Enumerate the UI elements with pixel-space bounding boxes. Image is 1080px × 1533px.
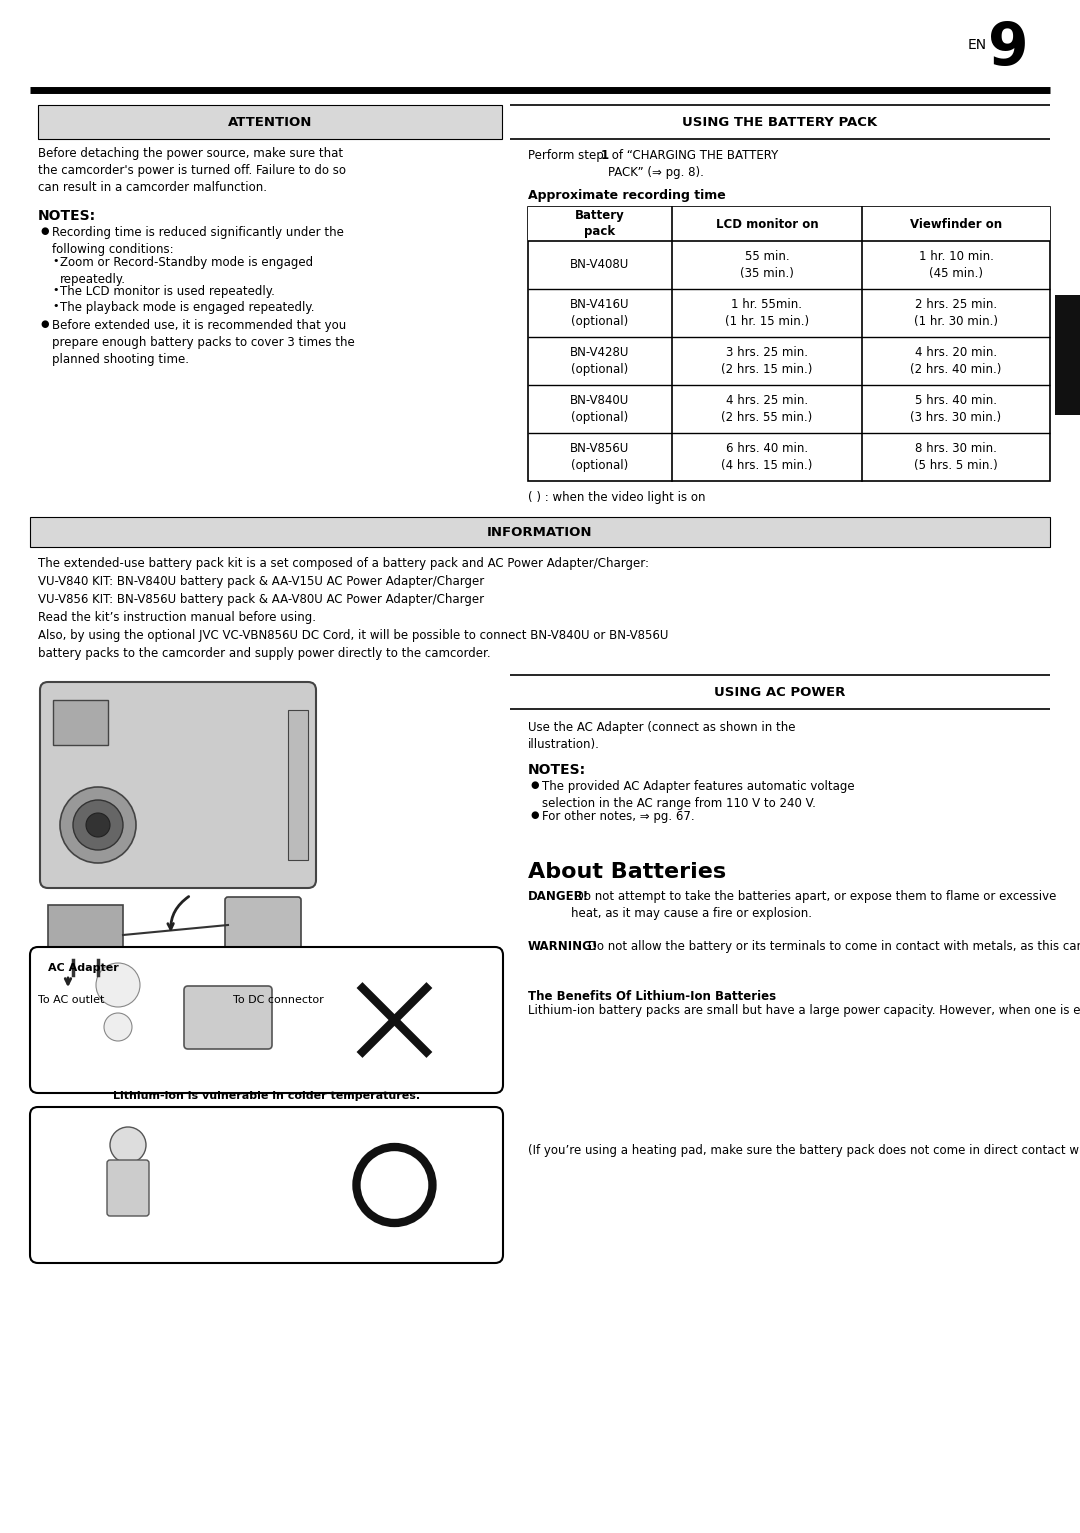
- Text: USING THE BATTERY PACK: USING THE BATTERY PACK: [683, 115, 878, 129]
- Text: The Benefits Of Lithium-Ion Batteries: The Benefits Of Lithium-Ion Batteries: [528, 990, 777, 1003]
- Text: 3 hrs. 25 min.
(2 hrs. 15 min.): 3 hrs. 25 min. (2 hrs. 15 min.): [721, 346, 812, 376]
- Text: ●: ●: [40, 319, 49, 330]
- Bar: [53, 701, 108, 745]
- Text: LCD monitor on: LCD monitor on: [716, 218, 819, 230]
- Bar: [30, 517, 1050, 547]
- Text: 2 hrs. 25 min.
(1 hr. 30 min.): 2 hrs. 25 min. (1 hr. 30 min.): [914, 299, 998, 328]
- Text: Approximate recording time: Approximate recording time: [528, 189, 726, 202]
- Circle shape: [110, 1127, 146, 1164]
- Text: Do not attempt to take the batteries apart, or expose them to flame or excessive: Do not attempt to take the batteries apa…: [571, 891, 1056, 920]
- Text: BN-V416U
(optional): BN-V416U (optional): [570, 299, 630, 328]
- Text: DANGER!: DANGER!: [528, 891, 589, 903]
- Text: ATTENTION: ATTENTION: [228, 115, 312, 129]
- Text: BN-V408U: BN-V408U: [570, 259, 630, 271]
- Circle shape: [73, 800, 123, 849]
- Text: BN-V856U
(optional): BN-V856U (optional): [570, 442, 630, 472]
- Text: ●: ●: [530, 809, 539, 820]
- Text: •: •: [52, 285, 58, 294]
- Bar: [48, 904, 123, 960]
- FancyBboxPatch shape: [225, 897, 301, 954]
- Text: Viewfinder on: Viewfinder on: [910, 218, 1002, 230]
- Text: 1: 1: [600, 149, 609, 162]
- FancyBboxPatch shape: [30, 947, 503, 1093]
- Text: To AC outlet: To AC outlet: [38, 995, 105, 1006]
- FancyBboxPatch shape: [184, 986, 272, 1049]
- FancyBboxPatch shape: [40, 682, 316, 888]
- Text: NOTES:: NOTES:: [528, 763, 586, 777]
- Text: Perform step: Perform step: [528, 149, 607, 162]
- Text: Lithium-ion battery packs are small but have a large power capacity. However, wh: Lithium-ion battery packs are small but …: [528, 1004, 1080, 1016]
- Bar: [38, 104, 502, 140]
- Text: Zoom or Record-Standby mode is engaged
repeatedly.: Zoom or Record-Standby mode is engaged r…: [60, 256, 313, 287]
- Text: INFORMATION: INFORMATION: [487, 526, 593, 538]
- Text: USING AC POWER: USING AC POWER: [714, 685, 846, 699]
- Circle shape: [60, 786, 136, 863]
- Text: The LCD monitor is used repeatedly.: The LCD monitor is used repeatedly.: [60, 285, 275, 297]
- Text: 6 hrs. 40 min.
(4 hrs. 15 min.): 6 hrs. 40 min. (4 hrs. 15 min.): [721, 442, 812, 472]
- Text: Use the AC Adapter (connect as shown in the
illustration).: Use the AC Adapter (connect as shown in …: [528, 721, 796, 751]
- Text: NOTES:: NOTES:: [38, 208, 96, 222]
- Text: of “CHARGING THE BATTERY
PACK” (⇒ pg. 8).: of “CHARGING THE BATTERY PACK” (⇒ pg. 8)…: [608, 149, 779, 179]
- Text: EN: EN: [968, 38, 987, 52]
- Text: WARNING!: WARNING!: [528, 940, 598, 954]
- Text: 55 min.
(35 min.): 55 min. (35 min.): [740, 250, 794, 279]
- Text: The extended-use battery pack kit is a set composed of a battery pack and AC Pow: The extended-use battery pack kit is a s…: [38, 556, 669, 661]
- Text: ●: ●: [40, 225, 49, 236]
- Text: Before extended use, it is recommended that you
prepare enough battery packs to : Before extended use, it is recommended t…: [52, 319, 354, 366]
- Text: Lithium-ion is vulnerable in colder temperatures.: Lithium-ion is vulnerable in colder temp…: [113, 1091, 420, 1101]
- Text: Before detaching the power source, make sure that
the camcorder's power is turne: Before detaching the power source, make …: [38, 147, 346, 195]
- Circle shape: [86, 812, 110, 837]
- Text: The provided AC Adapter features automatic voltage
selection in the AC range fro: The provided AC Adapter features automat…: [542, 780, 854, 809]
- Circle shape: [104, 1013, 132, 1041]
- Text: Battery
pack: Battery pack: [575, 210, 624, 239]
- Text: 4 hrs. 25 min.
(2 hrs. 55 min.): 4 hrs. 25 min. (2 hrs. 55 min.): [721, 394, 812, 423]
- Text: 1 hr. 55min.
(1 hr. 15 min.): 1 hr. 55min. (1 hr. 15 min.): [725, 299, 809, 328]
- Bar: [528, 207, 1050, 481]
- Text: 8 hrs. 30 min.
(5 hrs. 5 min.): 8 hrs. 30 min. (5 hrs. 5 min.): [914, 442, 998, 472]
- Text: 4 hrs. 20 min.
(2 hrs. 40 min.): 4 hrs. 20 min. (2 hrs. 40 min.): [910, 346, 1002, 376]
- Text: 1 hr. 10 min.
(45 min.): 1 hr. 10 min. (45 min.): [919, 250, 994, 279]
- Text: BN-V428U
(optional): BN-V428U (optional): [570, 346, 630, 376]
- Text: •: •: [52, 300, 58, 311]
- Bar: [528, 207, 1050, 241]
- Text: ( ) : when the video light is on: ( ) : when the video light is on: [528, 491, 705, 504]
- Bar: [1055, 294, 1080, 415]
- Bar: [288, 710, 308, 860]
- Text: The playback mode is engaged repeatedly.: The playback mode is engaged repeatedly.: [60, 300, 314, 314]
- Text: ●: ●: [530, 780, 539, 789]
- Circle shape: [96, 963, 140, 1007]
- Text: •: •: [52, 256, 58, 267]
- Text: For other notes, ⇒ pg. 67.: For other notes, ⇒ pg. 67.: [542, 809, 694, 823]
- Text: (If you’re using a heating pad, make sure the battery pack does not come in dire: (If you’re using a heating pad, make sur…: [528, 1144, 1080, 1157]
- Text: 9: 9: [988, 20, 1028, 77]
- Text: AC Adapter: AC Adapter: [48, 963, 119, 973]
- FancyBboxPatch shape: [30, 1107, 503, 1263]
- Text: Do not allow the battery or its terminals to come in contact with metals, as thi: Do not allow the battery or its terminal…: [584, 940, 1080, 954]
- FancyBboxPatch shape: [107, 1160, 149, 1216]
- Text: To DC connector: To DC connector: [233, 995, 324, 1006]
- Text: About Batteries: About Batteries: [528, 862, 726, 881]
- Text: Recording time is reduced significantly under the
following conditions:: Recording time is reduced significantly …: [52, 225, 343, 256]
- Text: 5 hrs. 40 min.
(3 hrs. 30 min.): 5 hrs. 40 min. (3 hrs. 30 min.): [910, 394, 1001, 423]
- Text: BN-V840U
(optional): BN-V840U (optional): [570, 394, 630, 423]
